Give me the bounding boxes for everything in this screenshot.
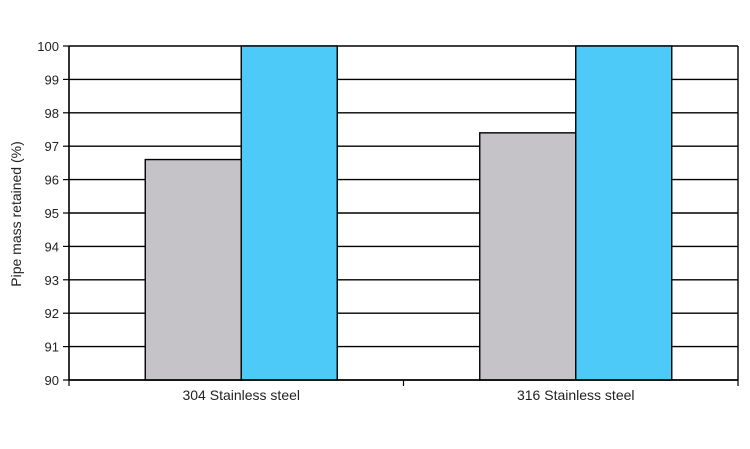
x-category-label: 304 Stainless steel: [182, 387, 300, 403]
y-tick-label: 95: [45, 206, 59, 221]
y-tick-label: 94: [45, 239, 59, 254]
y-tick-label: 92: [45, 306, 59, 321]
axes: [63, 45, 739, 386]
bar-2-1: [479, 132, 577, 381]
bar-1-2: [240, 45, 338, 381]
y-tick-label: 93: [45, 273, 59, 288]
y-tick-label: 96: [45, 173, 59, 188]
bar-1-1: [144, 158, 242, 381]
x-category-labels: 304 Stainless steel 316 Stainless steel: [182, 387, 634, 403]
x-category-label: 316 Stainless steel: [517, 387, 635, 403]
y-tick-label: 91: [45, 340, 59, 355]
y-tick-label: 98: [45, 106, 59, 121]
bar-2-2: [575, 45, 673, 381]
y-tick-label: 97: [45, 139, 59, 154]
bars: [144, 45, 673, 381]
y-tick-label: 99: [45, 72, 59, 87]
y-tick-labels: 90 91 92 93 94 95 96 97 98 99 100: [37, 39, 59, 388]
y-axis-title: Pipe mass retained (%): [8, 141, 24, 287]
y-tick-label: 90: [45, 373, 59, 388]
y-tick-label: 100: [37, 39, 59, 54]
